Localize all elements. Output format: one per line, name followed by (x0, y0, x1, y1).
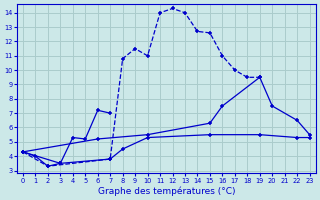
X-axis label: Graphe des températures (°C): Graphe des températures (°C) (98, 186, 235, 196)
